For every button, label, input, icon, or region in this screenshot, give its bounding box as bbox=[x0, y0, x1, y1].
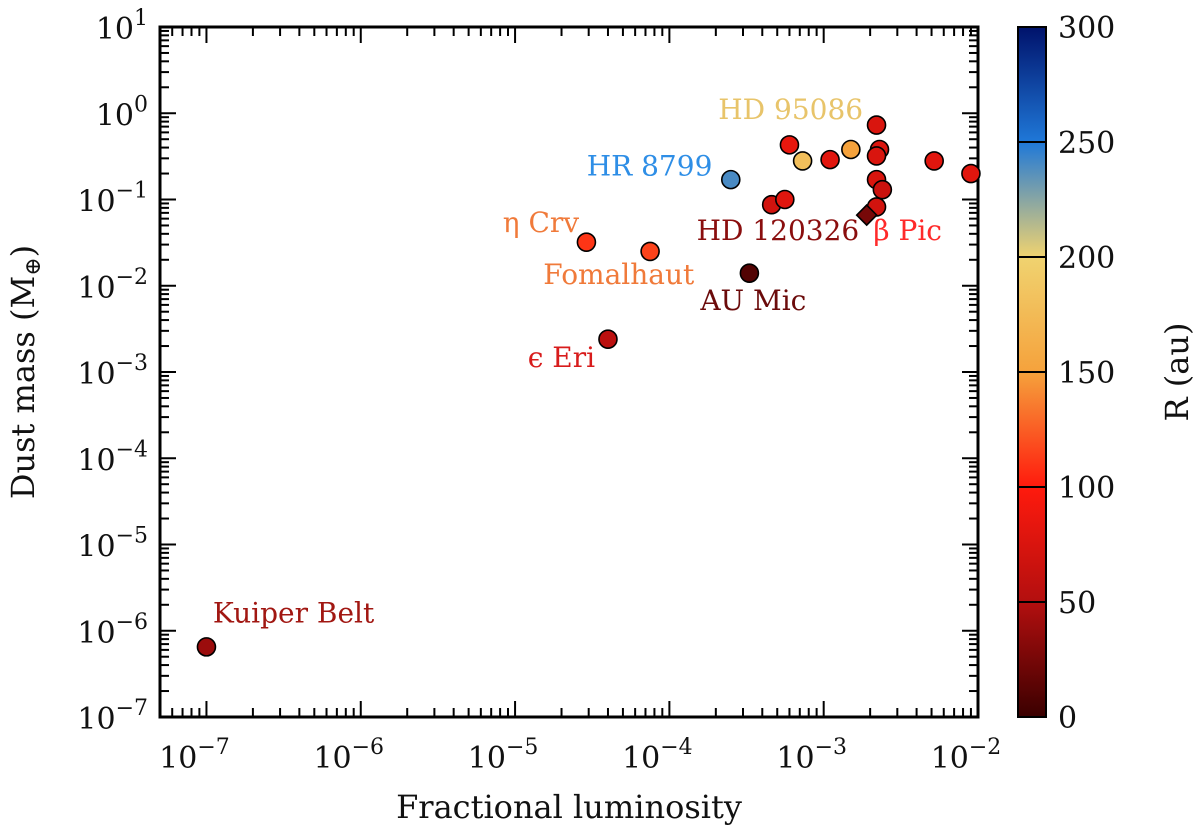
data-point bbox=[872, 179, 893, 200]
x-tick-labels: 10−7 10−6 10−5 10−4 10−3 10−2 bbox=[159, 735, 1001, 776]
plot-area bbox=[158, 25, 980, 719]
y-tick-label: 10−5 bbox=[77, 524, 148, 565]
colorbar-tick-label: 200 bbox=[1058, 241, 1115, 276]
colorbar-tick-label: 150 bbox=[1058, 356, 1115, 391]
data-point bbox=[720, 169, 741, 190]
y-tick-label: 101 bbox=[96, 6, 148, 47]
x-tick-label: 10−7 bbox=[159, 735, 230, 776]
y-tick-label: 100 bbox=[96, 92, 148, 133]
colorbar-tick-label: 300 bbox=[1058, 11, 1115, 46]
y-tick-label: 10−7 bbox=[77, 696, 148, 737]
colorbar-title: R (au) bbox=[1158, 323, 1196, 422]
star-label: Fomalhaut bbox=[543, 258, 695, 291]
data-point bbox=[598, 329, 618, 350]
data-points bbox=[196, 115, 981, 657]
data-point bbox=[779, 135, 800, 155]
colorbar-tick-label: 100 bbox=[1058, 471, 1115, 506]
star-label: HR 8799 bbox=[587, 149, 713, 182]
x-axis-title: Fractional luminosity bbox=[396, 788, 742, 826]
data-point bbox=[640, 241, 660, 262]
y-tick-label: 10−2 bbox=[77, 265, 148, 306]
data-point bbox=[841, 139, 861, 160]
x-tick-label: 10−2 bbox=[931, 735, 1002, 776]
x-tick-label: 10−4 bbox=[622, 735, 693, 776]
data-point bbox=[866, 115, 887, 135]
data-point-diamond bbox=[855, 203, 878, 227]
data-point bbox=[961, 163, 981, 184]
colorbar-ticks: 0 50 100 150 200 250 300 bbox=[1018, 11, 1115, 736]
axis-ticks bbox=[159, 26, 979, 718]
x-tick-label: 10−5 bbox=[468, 735, 539, 776]
x-tick-label: 10−3 bbox=[776, 735, 847, 776]
data-point bbox=[820, 149, 840, 170]
star-label: η Crv bbox=[503, 206, 579, 239]
y-tick-label: 10−6 bbox=[77, 610, 148, 651]
data-point bbox=[924, 151, 944, 171]
y-axis-title: Dust mass (M⊕) bbox=[4, 245, 46, 499]
star-label: HD 95086 bbox=[718, 93, 863, 126]
data-point bbox=[775, 189, 795, 210]
x-tick-label: 10−6 bbox=[313, 735, 384, 776]
data-point bbox=[196, 637, 217, 657]
y-tick-labels: 101 100 10−1 10−2 10−3 10−4 10−5 10−6 10−7 bbox=[77, 6, 148, 737]
star-label: Kuiper Belt bbox=[213, 596, 375, 629]
y-tick-label: 10−4 bbox=[77, 437, 148, 478]
y-tick-label: 10−1 bbox=[77, 179, 148, 220]
colorbar-tick-label: 50 bbox=[1058, 586, 1096, 621]
data-point bbox=[576, 232, 597, 252]
star-label: AU Mic bbox=[699, 284, 806, 317]
data-point bbox=[792, 151, 813, 171]
data-point bbox=[739, 263, 760, 283]
colorbar-tick-label: 250 bbox=[1058, 126, 1115, 161]
data-point bbox=[866, 146, 887, 166]
y-tick-label: 10−3 bbox=[77, 351, 148, 392]
star-label: HD 120326 bbox=[697, 214, 860, 247]
colorbar-tick-label: 0 bbox=[1058, 701, 1077, 736]
star-label: ϵ Eri bbox=[528, 341, 595, 374]
star-label: β Pic bbox=[873, 214, 942, 247]
